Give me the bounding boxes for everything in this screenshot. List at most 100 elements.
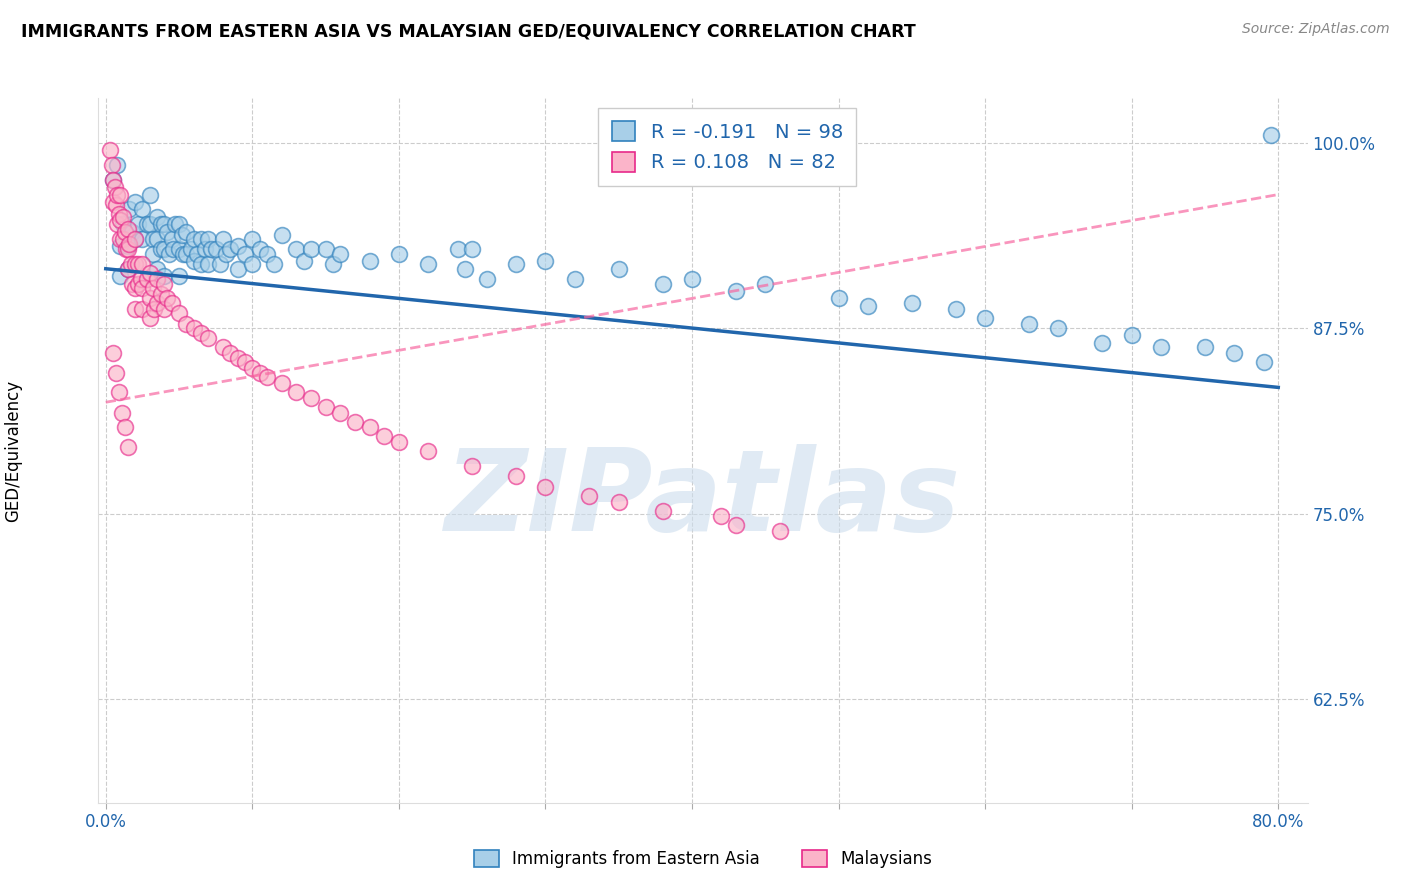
Point [153,243,176,257]
Point [167,269,190,284]
Point [215,247,238,261]
Point [117,221,139,235]
Point [108,384,131,399]
Point [112,217,135,231]
Point [107,217,129,231]
Point [270,227,292,242]
Point [212,232,235,246]
Point [256,247,278,261]
Point [534,480,557,494]
Point [299,243,322,257]
Point [681,272,703,286]
Point [724,518,747,533]
Point [127,217,149,231]
Point [454,261,477,276]
Point [219,346,242,360]
Point [176,317,198,331]
Point [607,494,630,508]
Point [105,198,128,212]
Point [233,247,256,261]
Point [150,217,173,231]
Point [249,243,271,257]
Point [1150,340,1173,354]
Point [190,232,212,246]
Point [505,469,527,483]
Point [117,440,139,454]
Point [110,269,132,284]
Point [167,243,190,257]
Point [183,254,205,268]
Point [564,272,586,286]
Point [117,261,139,276]
Text: ZIPatlas: ZIPatlas [444,444,962,556]
Point [226,351,249,365]
Point [138,310,160,325]
Point [186,247,208,261]
Point [578,489,600,503]
Point [651,503,673,517]
Point [315,400,337,414]
Point [138,187,160,202]
Point [769,524,792,539]
Point [108,207,131,221]
Point [315,243,337,257]
Point [1253,355,1275,369]
Point [153,301,176,316]
Point [285,384,308,399]
Point [446,243,468,257]
Point [124,257,146,271]
Point [194,243,217,257]
Point [117,261,139,276]
Point [163,217,186,231]
Point [461,458,484,473]
Point [103,180,125,194]
Point [135,217,157,231]
Point [143,301,166,316]
Point [190,326,212,340]
Point [754,277,776,291]
Point [142,281,165,295]
Point [160,232,183,246]
Point [167,217,190,231]
Point [172,247,194,261]
Point [150,243,173,257]
Point [856,299,879,313]
Point [101,172,124,186]
Text: Source: ZipAtlas.com: Source: ZipAtlas.com [1241,22,1389,37]
Legend: R = -0.191   N = 98, R = 0.108   N = 82: R = -0.191 N = 98, R = 0.108 N = 82 [598,108,856,186]
Point [142,232,165,246]
Point [176,247,198,261]
Point [170,227,193,242]
Point [153,269,176,284]
Point [124,301,146,316]
Point [111,406,134,420]
Point [1091,335,1114,350]
Point [292,254,315,268]
Point [651,277,673,291]
Point [131,257,153,271]
Point [200,243,222,257]
Point [1047,321,1070,335]
Point [263,257,285,271]
Point [180,243,202,257]
Point [146,232,169,246]
Point [101,172,124,186]
Point [121,225,143,239]
Point [1260,128,1282,143]
Point [124,281,146,295]
Point [329,406,352,420]
Point [146,210,169,224]
Point [131,281,153,295]
Point [110,239,132,253]
Point [127,257,149,271]
Point [461,243,484,257]
Point [138,217,160,231]
Point [101,194,124,209]
Point [156,292,179,306]
Point [226,239,249,253]
Point [110,212,132,227]
Point [117,239,139,253]
Point [209,257,232,271]
Point [418,257,440,271]
Point [1018,317,1040,331]
